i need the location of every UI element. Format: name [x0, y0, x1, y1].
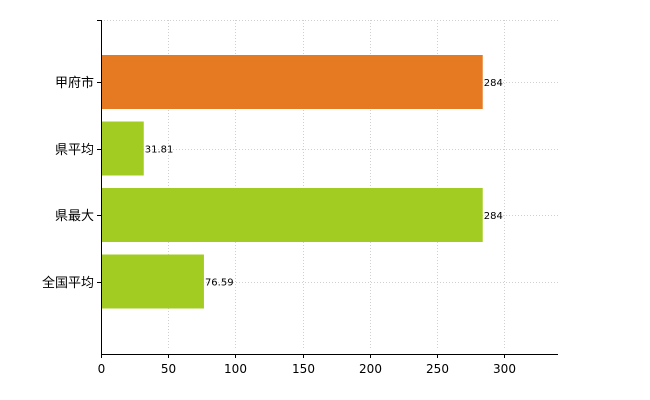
x-tick-label-100: 100: [224, 362, 247, 376]
bar-0: [101, 55, 483, 109]
x-tick-label-50: 50: [161, 362, 176, 376]
axis-layer: [97, 20, 558, 358]
value-label-3: 76.59: [205, 278, 234, 289]
x-tick-label-300: 300: [493, 362, 516, 376]
category-label-3: 全国平均: [42, 275, 94, 291]
x-tick-label-250: 250: [426, 362, 449, 376]
value-label-0: 284: [484, 78, 503, 89]
bar-3: [101, 254, 204, 309]
category-label-1: 県平均: [55, 143, 94, 158]
x-tick-label-150: 150: [292, 362, 315, 376]
value-label-1: 31.81: [145, 145, 174, 156]
category-label-0: 甲府市: [55, 75, 94, 91]
category-label-2: 県最大: [55, 209, 94, 224]
bar-2: [101, 188, 483, 242]
bar-layer: [101, 55, 483, 309]
bar-1: [101, 121, 144, 176]
x-tick-label-200: 200: [359, 362, 382, 376]
value-label-2: 284: [484, 211, 503, 222]
x-tick-label-0: 0: [98, 362, 106, 376]
